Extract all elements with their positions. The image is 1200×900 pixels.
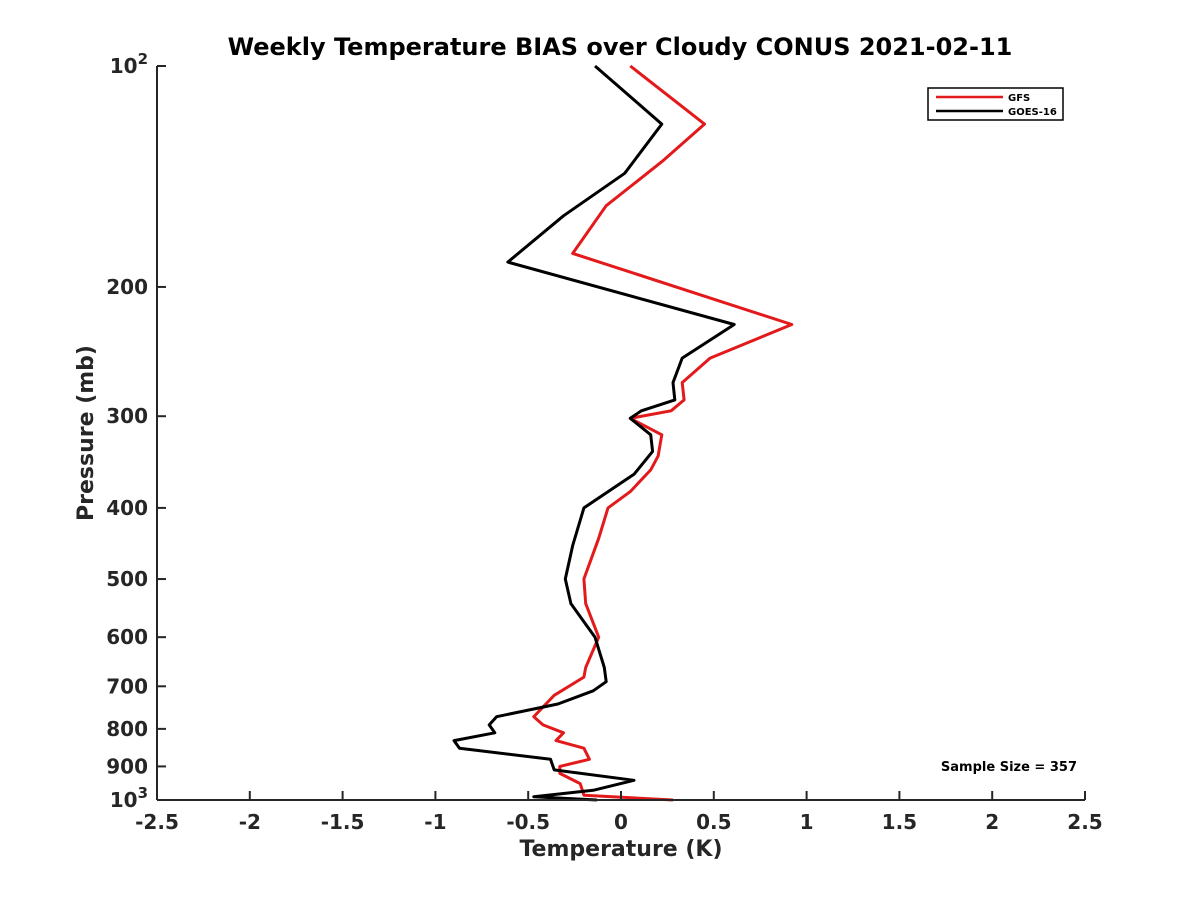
y-axis-title: Pressure (mb): [74, 345, 99, 521]
sample-size-annotation: Sample Size = 357: [941, 760, 1077, 775]
y-tick-label: 103: [110, 784, 148, 812]
x-tick-label: 0: [614, 810, 628, 834]
y-tick-label: 900: [106, 754, 148, 778]
x-tick-label: 1: [800, 810, 814, 834]
x-ticks-group: -2.5 -2 -1.5 -1 -0.5 0 0.5 1 1.5 2 2.5: [135, 791, 1103, 834]
x-tick-label: -0.5: [506, 810, 550, 834]
y-tick-label: 300: [106, 404, 148, 428]
x-tick-label: -2.5: [135, 810, 179, 834]
series-line-goes16: [452, 64, 736, 802]
legend-label-goes16: GOES-16: [1008, 107, 1057, 118]
x-tick-label: 1.5: [882, 810, 917, 834]
x-axis-title: Temperature (K): [519, 837, 722, 862]
y-tick-label: 102: [110, 50, 148, 78]
y-tick-label: 700: [106, 674, 148, 698]
plot-series-group: [452, 64, 794, 802]
x-tick-label: 0.5: [696, 810, 731, 834]
y-tick-label: 400: [106, 496, 148, 520]
x-tick-label: -1: [424, 810, 446, 834]
y-tick-label: 500: [106, 567, 148, 591]
x-tick-label: 2: [985, 810, 999, 834]
x-tick-label: -1.5: [321, 810, 365, 834]
legend-label-gfs: GFS: [1008, 93, 1030, 104]
y-tick-label: 600: [106, 625, 148, 649]
y-ticks-group: 102 200 300 400 500 600 700 800 900 103: [106, 50, 166, 812]
chart-title: Weekly Temperature BIAS over Cloudy CONU…: [228, 33, 1013, 61]
legend-box: [927, 87, 1064, 121]
y-tick-label: 800: [106, 717, 148, 741]
x-tick-label: -2: [239, 810, 261, 834]
legend: GFS GOES-16: [927, 87, 1064, 121]
x-tick-label: 2.5: [1067, 810, 1102, 834]
y-tick-label: 200: [106, 275, 148, 299]
series-line-gfs: [532, 64, 794, 802]
